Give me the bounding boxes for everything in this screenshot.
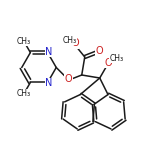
Text: CH₃: CH₃ [63, 36, 77, 45]
Text: O: O [105, 58, 112, 68]
Text: O: O [96, 46, 103, 56]
Text: CH₃: CH₃ [109, 54, 123, 63]
Text: N: N [45, 47, 53, 57]
Text: CH₃: CH₃ [16, 37, 30, 46]
Text: O: O [71, 39, 79, 48]
Text: CH₃: CH₃ [16, 89, 30, 98]
Text: N: N [45, 78, 53, 88]
Text: O: O [64, 75, 72, 84]
